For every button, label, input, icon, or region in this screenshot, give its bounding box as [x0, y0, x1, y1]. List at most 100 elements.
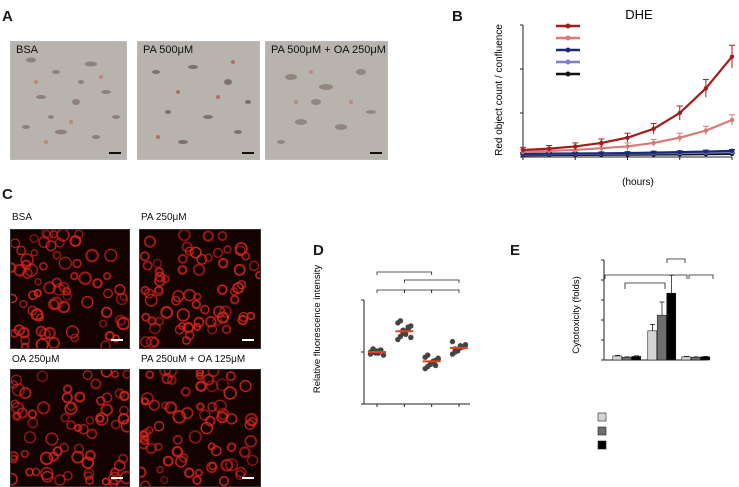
cell-ring [114, 314, 126, 326]
cell-ring [90, 378, 102, 390]
cell-ring [110, 419, 121, 430]
cell-ring [52, 250, 62, 260]
cell-ring [154, 285, 163, 295]
cell-ring [177, 253, 188, 264]
chart-b-plot [520, 44, 735, 158]
cell-ring [140, 434, 150, 445]
chart-b-legend-marker [565, 23, 571, 29]
cell-ring [238, 311, 249, 322]
cell-ring [39, 262, 48, 271]
chart-b-point [625, 144, 630, 149]
cell-ring [119, 405, 129, 416]
scale-bar [242, 477, 254, 479]
cell-ring [196, 253, 208, 265]
cell-ring [154, 271, 166, 283]
chart-e-bar [647, 330, 658, 361]
scale-bar [111, 477, 123, 479]
cell-ring [205, 315, 217, 328]
cell-ring [35, 338, 49, 348]
cell-ring [20, 449, 29, 459]
cell-ring [36, 313, 44, 322]
cell-ring [193, 322, 202, 332]
cell-ring [60, 413, 70, 423]
cell-ring [210, 445, 222, 457]
micrograph-c-oa250 [10, 369, 130, 487]
cell-ring [221, 324, 232, 335]
cell-ring [212, 305, 226, 318]
panel-a-letter: A [2, 8, 13, 25]
cell-ring [141, 312, 151, 322]
cell-ring [104, 248, 118, 262]
cell-ring [207, 370, 220, 378]
cell-ring [109, 467, 120, 478]
cell-ring [163, 370, 178, 378]
cell-ring [64, 402, 78, 415]
cell-ring [85, 475, 94, 485]
cell-ring [19, 387, 32, 399]
cell-ring [11, 293, 18, 304]
cell-ring [181, 406, 194, 420]
cell-ring [33, 289, 42, 298]
cell-ring [140, 397, 149, 406]
scale-bar [242, 339, 254, 341]
scale-bar [111, 339, 123, 341]
cell-ring [156, 465, 164, 474]
cell-ring [73, 443, 84, 454]
chart-b-point [651, 126, 656, 132]
cell-ring [153, 420, 165, 432]
cell-ring [70, 271, 79, 281]
chart-d-plot [367, 318, 469, 372]
cell-ring [92, 278, 103, 289]
cell-ring [172, 290, 185, 303]
cell-ring [20, 342, 30, 348]
cell-ring [71, 450, 85, 464]
cell-ring [100, 370, 113, 378]
cell-ring [95, 414, 105, 423]
cell-ring [11, 454, 19, 464]
chart-b-ylabel: Red object count / confluence [494, 24, 505, 156]
cell-ring [171, 445, 183, 458]
cell-ring [56, 230, 70, 242]
cell-ring [180, 386, 191, 397]
cell-ring [45, 240, 57, 252]
cell-ring [49, 230, 58, 239]
micrograph-a-pa500-oa250: PA 500μM + OA 250μM [265, 41, 388, 160]
cell-ring [192, 475, 202, 486]
chart-b-point [729, 54, 735, 59]
chart-d-axes [361, 299, 470, 407]
cell-ring [78, 424, 89, 435]
cell-ring [246, 311, 255, 321]
cell-ring [188, 430, 203, 444]
cell-ring [160, 274, 170, 284]
chart-b-point [599, 146, 604, 151]
cell-ring [72, 258, 82, 269]
chart-d-point [370, 346, 376, 352]
cell-ring [27, 417, 39, 429]
cell-ring [53, 474, 66, 486]
chart-e-legend-swatch [597, 426, 607, 436]
cell-ring [36, 370, 48, 383]
cell-ring [114, 284, 126, 296]
micrograph-c-oa250-label: OA 250μM [12, 354, 60, 365]
cell-ring [195, 370, 205, 377]
cell-ring [116, 316, 129, 331]
cell-ring [83, 468, 95, 479]
panel-e-letter: E [510, 242, 521, 259]
chart-e-bar [690, 356, 701, 361]
chart-b-point [651, 140, 656, 146]
chart-e-bar: Cytotoxicity (folds) [571, 258, 714, 450]
cell-ring [244, 419, 256, 431]
chart-b-point [677, 110, 682, 116]
chart-e-bar [681, 356, 692, 361]
fluorescence-texture [11, 230, 129, 348]
cell-ring [62, 291, 72, 301]
chart-b-legend-marker [565, 71, 571, 77]
micrograph-c-bsa [10, 229, 130, 349]
micrograph-c-bsa-label: BSA [12, 212, 33, 223]
cell-ring [218, 258, 229, 269]
cell-ring [36, 401, 51, 415]
chart-b-point [573, 151, 578, 156]
cell-ring [178, 453, 189, 463]
micrograph-a-pa500-oa250-label: PA 500μM + OA 250μM [271, 44, 386, 56]
cell-ring [196, 402, 205, 411]
